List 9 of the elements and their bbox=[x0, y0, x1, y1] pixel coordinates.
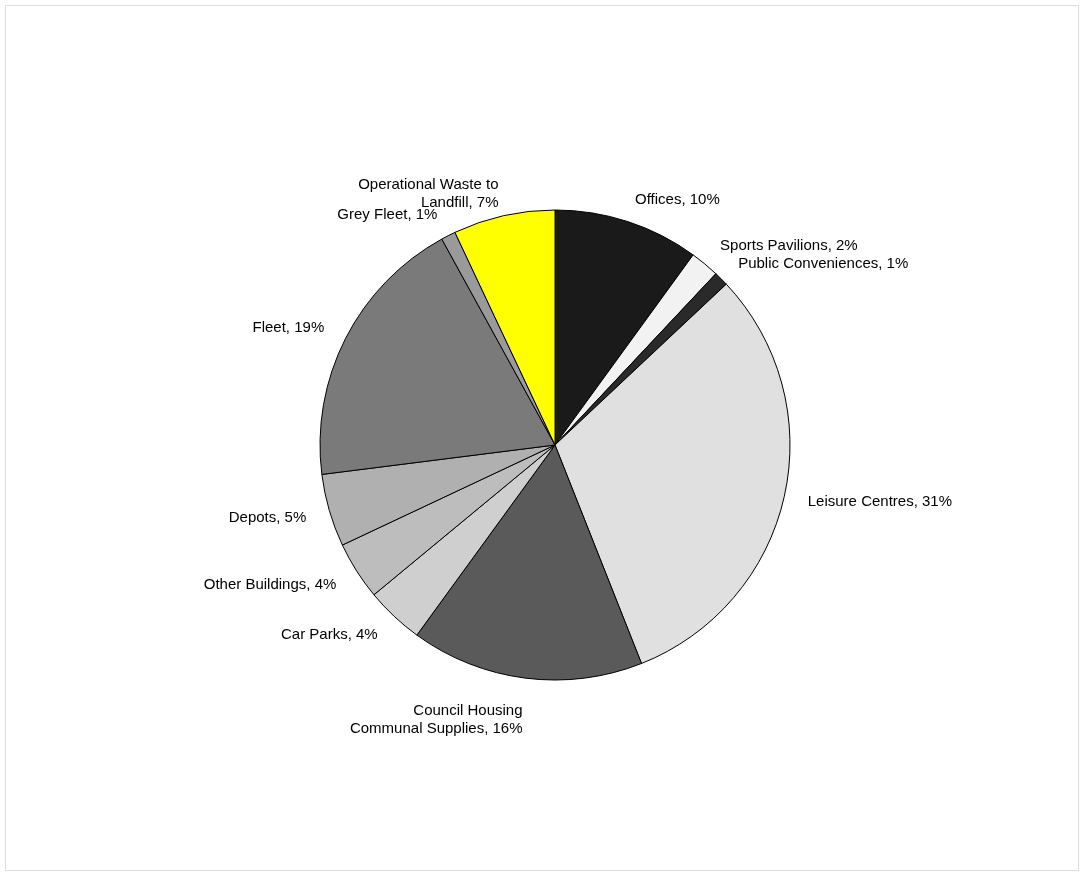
slice-label: Council Housing Communal Supplies, 16% bbox=[349, 700, 523, 736]
slice-label: Fleet, 19% bbox=[252, 318, 325, 336]
slice-label: Car Parks, 4% bbox=[281, 624, 378, 642]
slice-label: Other Buildings, 4% bbox=[203, 574, 337, 592]
slice-label: Depots, 5% bbox=[228, 508, 307, 526]
slice-label: Leisure Centres, 31% bbox=[807, 492, 953, 510]
slice-label: Public Conveniences, 1% bbox=[738, 254, 909, 272]
slice-label: Offices, 10% bbox=[635, 189, 720, 207]
slice-label: Sports Pavilions, 2% bbox=[720, 236, 858, 254]
